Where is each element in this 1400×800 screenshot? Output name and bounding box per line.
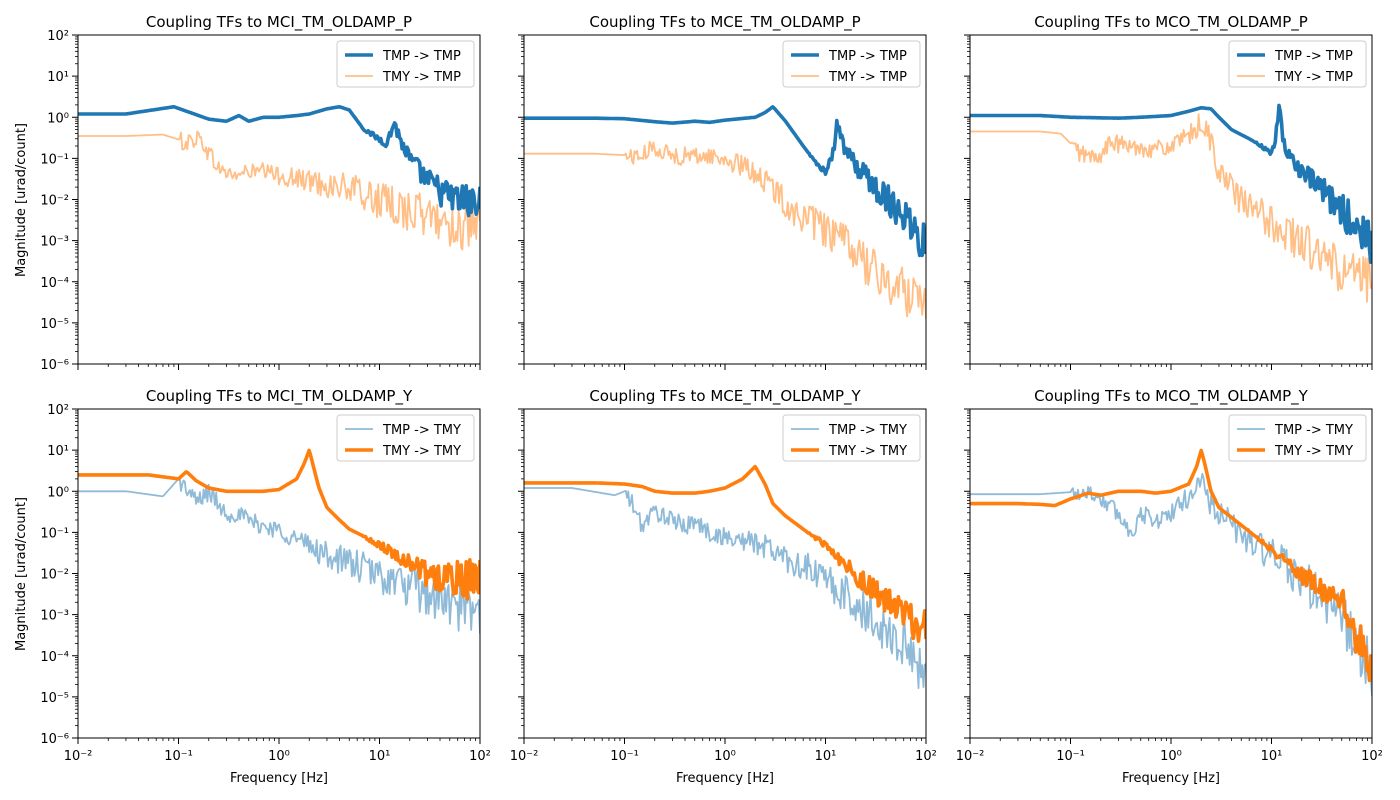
x-tick-label: 10⁰ bbox=[1160, 749, 1182, 764]
series-group bbox=[524, 105, 926, 319]
y-tick-label: 10⁻³ bbox=[40, 609, 69, 624]
legend: TMP -> TMP TMY -> TMP bbox=[782, 40, 921, 88]
series-line-tmy-tmp bbox=[970, 113, 1372, 303]
series-line-tmy-tmy bbox=[78, 448, 480, 601]
x-tick-label: 10² bbox=[1361, 749, 1383, 764]
x-axis-label: Frequency [Hz] bbox=[1122, 771, 1220, 786]
y-tick-label: 10⁻⁶ bbox=[40, 358, 69, 373]
subplot-1: Coupling TFs to MCI_TM_OLDAMP_P 10⁻⁶ 10⁻⁵ 1… bbox=[40, 13, 481, 373]
series-group bbox=[78, 105, 480, 251]
y-tick-label: 10⁻⁴ bbox=[40, 276, 69, 291]
x-tick-label: 10⁻² bbox=[510, 749, 539, 764]
legend-entry: TMY -> TMY bbox=[828, 444, 907, 459]
x-tick-label: 10¹ bbox=[369, 749, 391, 764]
legend-entry: TMP -> TMP bbox=[1274, 49, 1353, 64]
series-line-tmp-tmp bbox=[78, 105, 480, 218]
y-tick-label: 10⁻³ bbox=[40, 235, 69, 250]
legend-entry: TMP -> TMP bbox=[828, 49, 907, 64]
subplot-title: Coupling TFs to MCO_TM_OLDAMP_P bbox=[1034, 13, 1308, 32]
series-line-tmp-tmp bbox=[524, 105, 926, 258]
y-tick-label: 10⁻¹ bbox=[40, 526, 69, 541]
legend-entry: TMP -> TMY bbox=[1274, 423, 1353, 438]
x-axis-label: Frequency [Hz] bbox=[676, 771, 774, 786]
y-tick-label: 10⁰ bbox=[47, 111, 69, 126]
x-tick-label: 10⁰ bbox=[268, 749, 290, 764]
legend: TMP -> TMY TMY -> TMY bbox=[1228, 414, 1367, 462]
legend: TMP -> TMY TMY -> TMY bbox=[336, 414, 475, 462]
legend-entry: TMY -> TMY bbox=[1274, 444, 1353, 459]
subplot-title: Coupling TFs to MCE_TM_OLDAMP_Y bbox=[589, 387, 861, 406]
y-tick-label: 10⁻² bbox=[40, 568, 69, 583]
legend-entry: TMY -> TMY bbox=[382, 444, 461, 459]
legend-entry: TMY -> TMP bbox=[1274, 70, 1353, 85]
series-group bbox=[970, 448, 1372, 696]
series-group bbox=[78, 448, 480, 634]
legend: TMP -> TMP TMY -> TMP bbox=[1228, 40, 1367, 88]
subplot-3: Coupling TFs to MCO_TM_OLDAMP_P TMP -> TM… bbox=[964, 13, 1373, 370]
series-line-tmy-tmp bbox=[78, 130, 480, 251]
x-tick-label: 10⁻¹ bbox=[1056, 749, 1085, 764]
y-tick-label: 10¹ bbox=[47, 444, 69, 459]
subplot-title: Coupling TFs to MCI_TM_OLDAMP_Y bbox=[146, 387, 413, 406]
x-axis-label: Frequency [Hz] bbox=[230, 771, 328, 786]
x-tick-label: 10¹ bbox=[815, 749, 837, 764]
subplot-title: Coupling TFs to MCE_TM_OLDAMP_P bbox=[589, 13, 860, 32]
subplot-5: Coupling TFs to MCE_TM_OLDAMP_Y 10⁻² 10⁻¹ 1… bbox=[510, 387, 937, 786]
y-tick-label: 10⁻¹ bbox=[40, 152, 69, 167]
x-tick-label: 10⁻¹ bbox=[610, 749, 639, 764]
y-tick-label: 10⁰ bbox=[47, 485, 69, 500]
series-group bbox=[970, 103, 1372, 303]
y-tick-label: 10⁻² bbox=[40, 194, 69, 209]
y-tick-label: 10¹ bbox=[47, 70, 69, 85]
subplot-6: Coupling TFs to MCO_TM_OLDAMP_Y 10⁻² 10⁻¹ 1… bbox=[956, 387, 1383, 786]
y-tick-label: 10⁻⁵ bbox=[40, 317, 69, 332]
series-line-tmp-tmy bbox=[78, 477, 480, 634]
x-tick-label: 10² bbox=[915, 749, 937, 764]
subplot-4: Coupling TFs to MCI_TM_OLDAMP_Y 10⁻² 10⁻¹ 1… bbox=[40, 387, 491, 786]
y-tick-label: 10² bbox=[47, 403, 69, 418]
series-group bbox=[524, 464, 926, 689]
legend: TMP -> TMP TMY -> TMP bbox=[336, 40, 475, 88]
ylabel-bottom: Magnitude [urad/count] bbox=[14, 497, 29, 651]
series-line-tmp-tmy bbox=[524, 487, 926, 689]
y-tick-label: 10⁻⁴ bbox=[40, 650, 69, 665]
legend-entry: TMP -> TMP bbox=[382, 49, 461, 64]
subplot-2: Coupling TFs to MCE_TM_OLDAMP_P TMP -> TM… bbox=[518, 13, 927, 370]
subplot-title: Coupling TFs to MCO_TM_OLDAMP_Y bbox=[1034, 387, 1309, 406]
series-line-tmp-tmp bbox=[970, 103, 1372, 265]
subplot-title: Coupling TFs to MCI_TM_OLDAMP_P bbox=[146, 13, 412, 32]
legend-entry: TMY -> TMP bbox=[382, 70, 461, 85]
ylabel-top: Magnitude [urad/count] bbox=[14, 123, 29, 277]
series-line-tmy-tmy bbox=[524, 464, 926, 643]
series-line-tmy-tmp bbox=[524, 140, 926, 319]
legend-entry: TMP -> TMY bbox=[828, 423, 907, 438]
legend-entry: TMY -> TMP bbox=[828, 70, 907, 85]
series-line-tmy-tmy bbox=[970, 448, 1372, 683]
y-tick-label: 10⁻⁶ bbox=[40, 732, 69, 747]
legend: TMP -> TMY TMY -> TMY bbox=[782, 414, 921, 462]
x-tick-label: 10⁻² bbox=[64, 749, 93, 764]
x-tick-label: 10¹ bbox=[1261, 749, 1283, 764]
x-tick-label: 10⁰ bbox=[714, 749, 736, 764]
y-tick-label: 10⁻⁵ bbox=[40, 691, 69, 706]
y-tick-label: 10² bbox=[47, 29, 69, 44]
x-tick-label: 10² bbox=[469, 749, 491, 764]
x-tick-label: 10⁻² bbox=[956, 749, 985, 764]
legend-entry: TMP -> TMY bbox=[382, 423, 461, 438]
x-tick-label: 10⁻¹ bbox=[164, 749, 193, 764]
